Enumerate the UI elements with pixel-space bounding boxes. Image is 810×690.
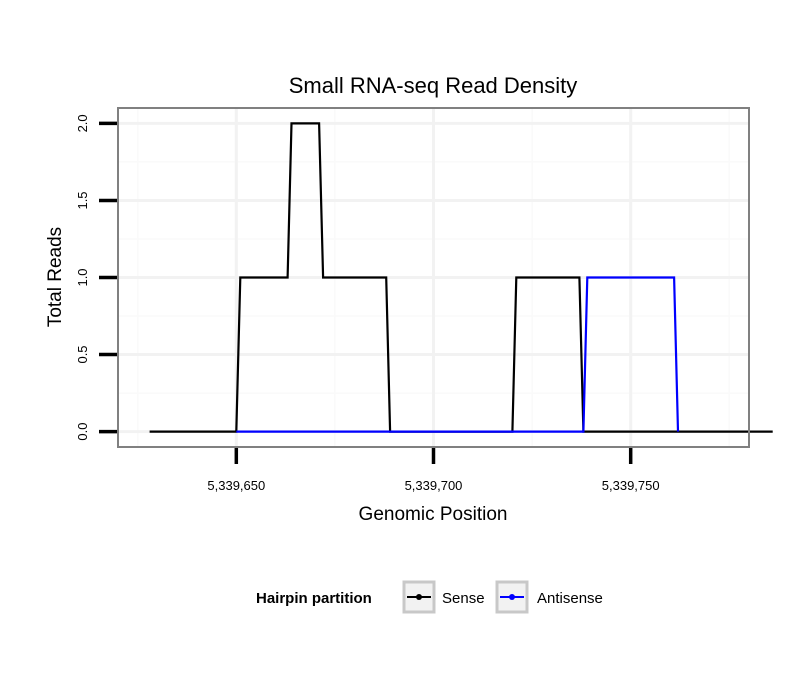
y-axis-title: Total Reads bbox=[45, 227, 66, 327]
y-tick-label: 0.0 bbox=[75, 423, 90, 441]
y-axis: 0.0 0.5 1.0 1.5 2.0 bbox=[75, 114, 117, 441]
legend-label-sense: Sense bbox=[442, 590, 485, 607]
legend-title: Hairpin partition bbox=[256, 590, 372, 607]
x-tick-label: 5,339,700 bbox=[405, 478, 463, 493]
series-line-sense bbox=[149, 122, 773, 433]
y-tick-label: 1.5 bbox=[75, 191, 90, 209]
x-axis: 5,339,650 5,339,700 5,339,750 bbox=[207, 448, 660, 493]
x-axis-title: Genomic Position bbox=[359, 504, 508, 525]
chart-title: Small RNA-seq Read Density bbox=[289, 73, 578, 98]
plot-panel bbox=[117, 107, 773, 448]
y-tick-label: 0.5 bbox=[75, 345, 90, 363]
y-tick-label: 1.0 bbox=[75, 268, 90, 286]
x-tick-label: 5,339,650 bbox=[207, 478, 265, 493]
legend-point-sense bbox=[416, 594, 422, 600]
plot-panel-border bbox=[117, 107, 750, 448]
series-line-antisense bbox=[236, 276, 680, 433]
x-tick-label: 5,339,750 bbox=[602, 478, 660, 493]
legend-point-antisense bbox=[509, 594, 515, 600]
y-tick-label: 2.0 bbox=[75, 114, 90, 132]
legend-label-antisense: Antisense bbox=[537, 590, 603, 607]
legend: Hairpin partition Sense Antisense bbox=[256, 580, 603, 614]
series-layer bbox=[149, 122, 773, 433]
